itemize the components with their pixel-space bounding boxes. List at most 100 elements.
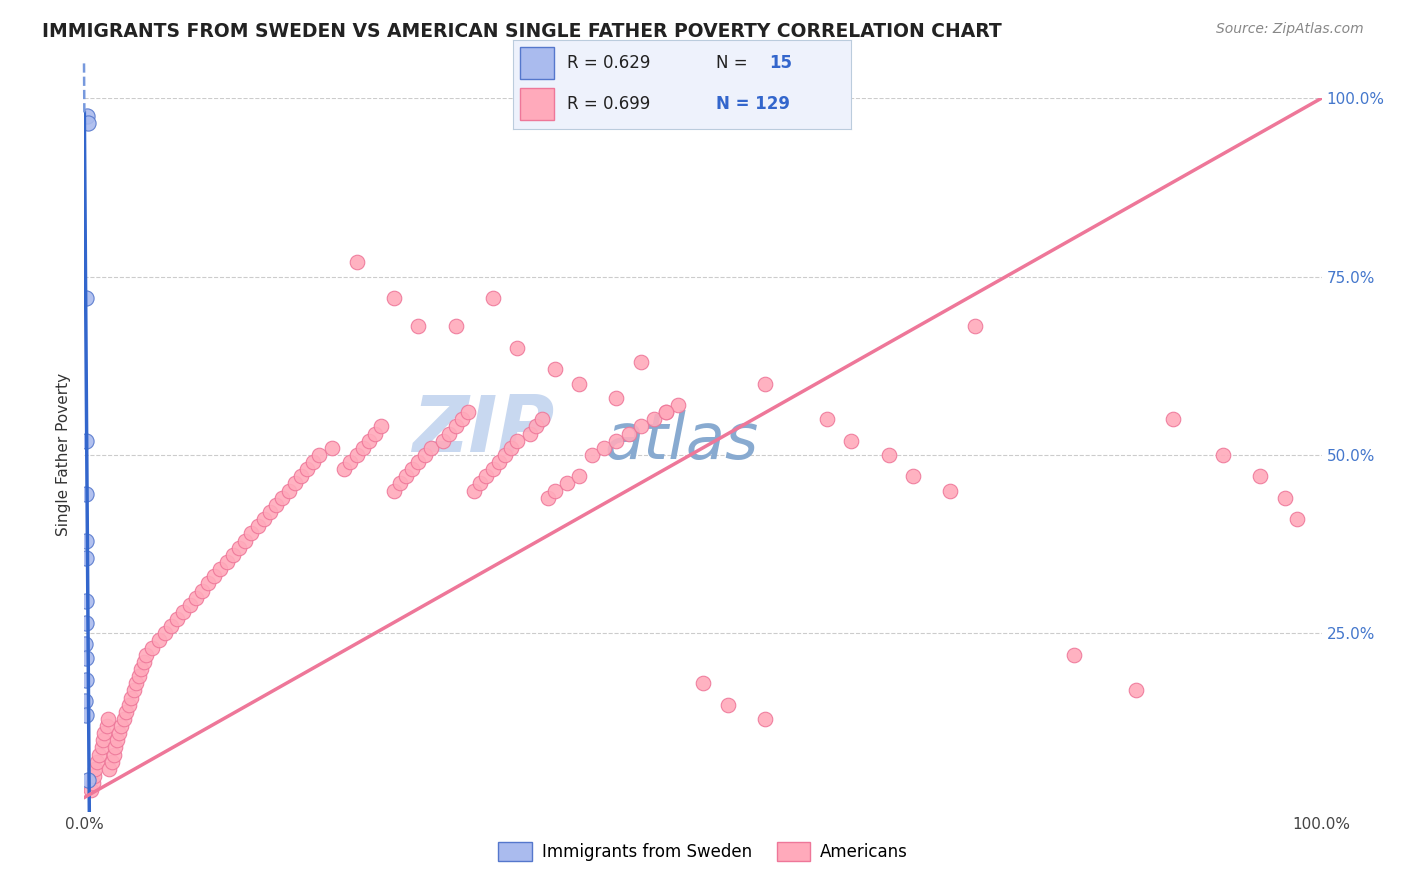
Point [692, 676, 714, 690]
Point [153, 626, 176, 640]
Point [401, 462, 423, 476]
Point [120, 690, 142, 705]
Point [470, 476, 492, 491]
Point [643, 412, 665, 426]
Text: atlas: atlas [605, 409, 758, 472]
Point [841, 434, 863, 448]
Text: N =: N = [716, 54, 747, 72]
Point [395, 469, 418, 483]
Text: N = 129: N = 129 [716, 95, 790, 113]
Point [494, 448, 516, 462]
Point [246, 519, 269, 533]
Point [432, 434, 454, 448]
Point [617, 426, 640, 441]
Point [481, 291, 503, 305]
Point [179, 598, 201, 612]
Point [228, 541, 250, 555]
Point [108, 726, 131, 740]
Point [1212, 448, 1234, 462]
Point [543, 483, 565, 498]
Point [346, 448, 368, 462]
Point [105, 733, 128, 747]
Text: Source: ZipAtlas.com: Source: ZipAtlas.com [1216, 22, 1364, 37]
Point [1063, 648, 1085, 662]
Point [506, 434, 529, 448]
Point [83, 769, 105, 783]
Point [104, 740, 127, 755]
Point [84, 762, 107, 776]
Point [82, 776, 104, 790]
Point [75, 434, 97, 448]
Point [352, 441, 374, 455]
Point [501, 441, 523, 455]
Point [717, 698, 740, 712]
Point [555, 476, 578, 491]
Point [939, 483, 962, 498]
Point [295, 462, 318, 476]
Point [488, 455, 510, 469]
Point [1161, 412, 1184, 426]
Point [754, 376, 776, 391]
Point [1274, 491, 1296, 505]
Point [382, 291, 405, 305]
Point [877, 448, 900, 462]
Point [253, 512, 276, 526]
Point [75, 615, 97, 630]
Point [77, 772, 100, 787]
Point [259, 505, 281, 519]
Point [419, 441, 441, 455]
Point [122, 683, 145, 698]
Point [93, 726, 115, 740]
Point [370, 419, 392, 434]
Point [96, 719, 118, 733]
Point [76, 109, 98, 123]
Point [264, 498, 287, 512]
Point [605, 434, 627, 448]
Point [98, 762, 121, 776]
Point [666, 398, 689, 412]
Point [86, 755, 108, 769]
Point [97, 712, 120, 726]
Point [73, 694, 96, 708]
Point [537, 491, 560, 505]
Point [388, 476, 411, 491]
Point [75, 291, 97, 305]
Point [357, 434, 380, 448]
Point [166, 612, 188, 626]
Point [103, 747, 125, 762]
Point [531, 412, 554, 426]
Point [89, 747, 111, 762]
Point [110, 719, 132, 733]
Point [128, 669, 150, 683]
Point [463, 483, 485, 498]
Point [112, 712, 135, 726]
Point [160, 619, 183, 633]
Point [815, 412, 838, 426]
Point [141, 640, 163, 655]
Point [290, 469, 312, 483]
Point [91, 733, 114, 747]
Point [308, 448, 330, 462]
Point [75, 673, 97, 687]
Point [339, 455, 361, 469]
Point [568, 376, 591, 391]
Point [346, 255, 368, 269]
Point [75, 487, 97, 501]
Point [655, 405, 678, 419]
Point [277, 483, 299, 498]
Point [233, 533, 256, 548]
Text: ZIP: ZIP [412, 392, 554, 468]
Text: 15: 15 [769, 54, 793, 72]
Point [209, 562, 232, 576]
Point [172, 605, 194, 619]
Point [100, 755, 122, 769]
Point [321, 441, 343, 455]
Point [77, 116, 100, 130]
Point [1249, 469, 1271, 483]
Point [75, 533, 97, 548]
Point [125, 676, 148, 690]
Point [450, 412, 472, 426]
Point [79, 783, 101, 797]
Point [284, 476, 307, 491]
Point [543, 362, 565, 376]
